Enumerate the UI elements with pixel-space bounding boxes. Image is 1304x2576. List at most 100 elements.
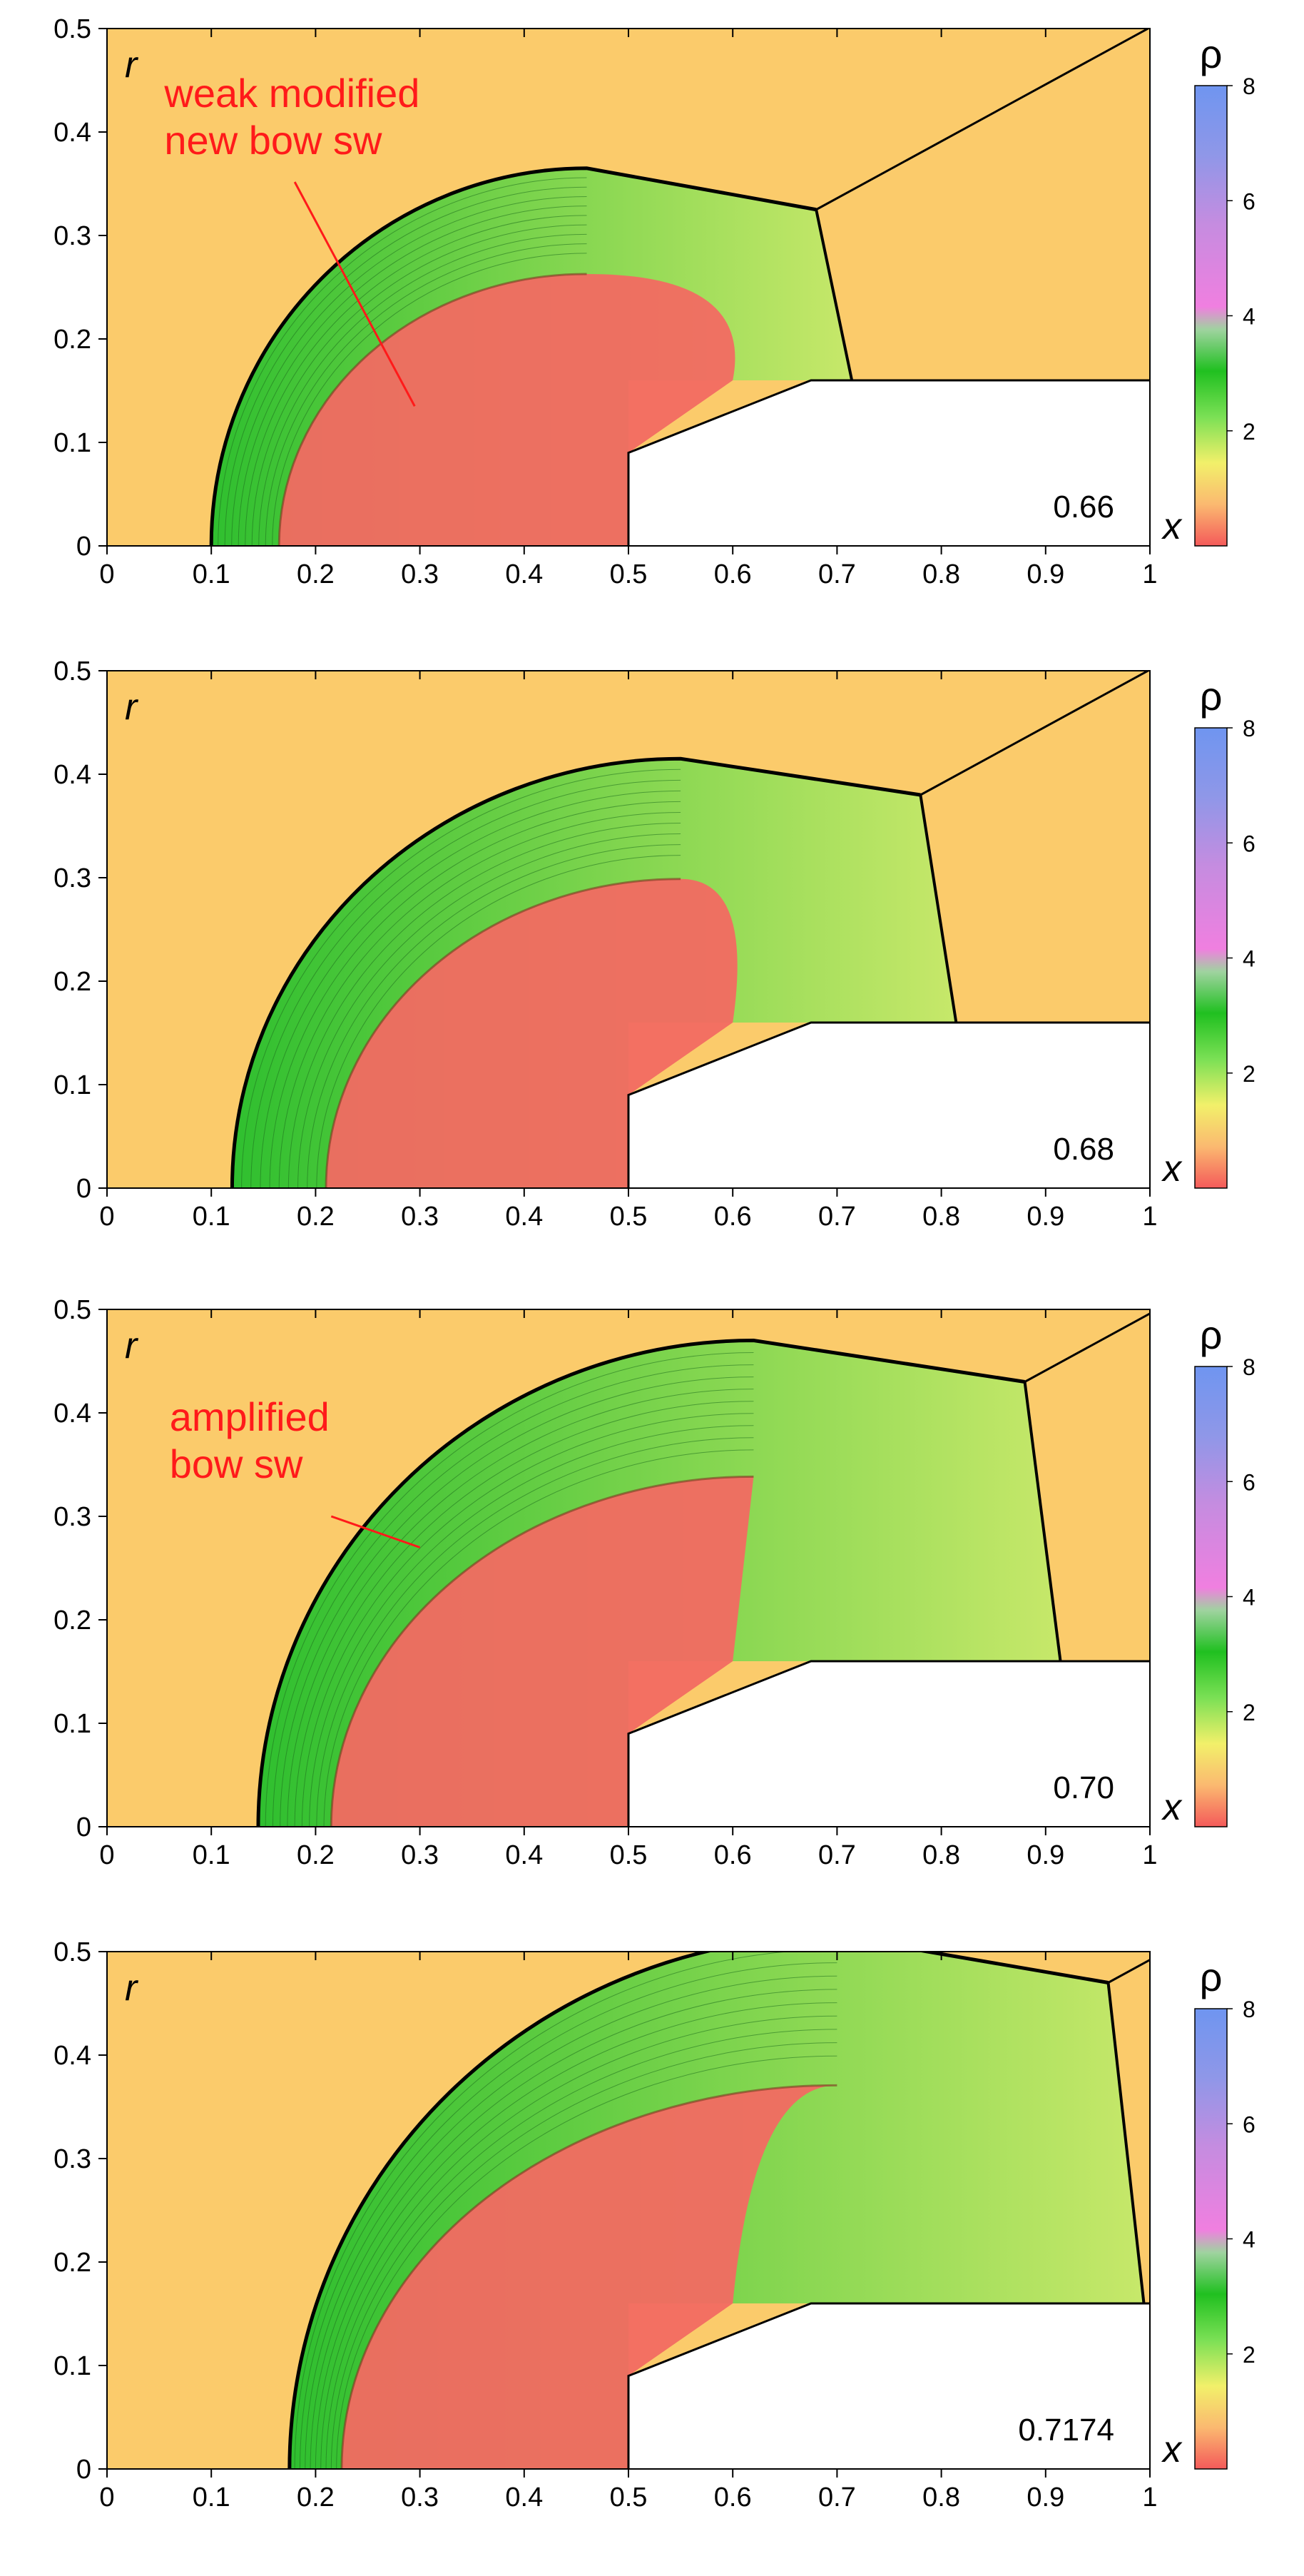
contour-line — [309, 1425, 754, 1827]
colorbar-tick-label: 6 — [1243, 2111, 1255, 2137]
reflected-shock — [919, 794, 958, 1023]
colorbar-tick-label: 8 — [1243, 1354, 1255, 1380]
contour-line — [323, 1449, 754, 1827]
body-shape — [628, 2303, 1150, 2469]
x-tick-label: 0.9 — [1027, 2483, 1064, 2512]
contact-surface — [277, 273, 587, 546]
colorbar — [1194, 727, 1228, 1189]
x-tick-label: 0.7 — [818, 1840, 856, 1870]
colorbar-tick-label: 2 — [1243, 2342, 1255, 2368]
x-tick-label: 0.1 — [193, 1202, 230, 1232]
chart-panel-1: 0 0.1 0.2 0.3 0.4 0.5 0.6 0.7 0.8 0.9 1 0 0.1 0.2 0.3 0… — [54, 14, 1255, 589]
colorbar-tick-label: 4 — [1243, 304, 1255, 330]
y-tick-label: 0.2 — [54, 1606, 91, 1636]
colorbar-label: ρ — [1200, 674, 1223, 719]
contour-line — [325, 2029, 837, 2469]
x-tick-label: 0.9 — [1027, 1840, 1064, 1870]
plot-area — [107, 671, 1150, 1188]
body-shape — [628, 1023, 1150, 1188]
x-tick-label: 0.3 — [401, 1202, 439, 1232]
contour-line — [241, 769, 681, 1188]
x-axis-label: x — [1161, 2429, 1183, 2470]
x-tick-label: 0.7 — [818, 559, 856, 589]
time-label: 0.68 — [1053, 1132, 1114, 1167]
y-tick-label: 0.4 — [54, 2041, 91, 2071]
annotation-text: bow sw — [170, 1441, 303, 1486]
x-tick-label: 0.5 — [610, 2483, 648, 2512]
plot-area — [107, 29, 1150, 546]
x-tick-label: 0 — [99, 1202, 114, 1232]
colorbar-tick-label: 2 — [1243, 1700, 1255, 1725]
y-tick-label: 0 — [76, 532, 91, 562]
x-tick-label: 1 — [1142, 1840, 1157, 1870]
body-outline — [627, 379, 1150, 546]
colorbar — [1194, 2008, 1228, 2470]
low-density-core — [331, 1476, 754, 1827]
x-tick-label: 0.8 — [922, 1202, 960, 1232]
y-axis-label: r — [125, 1325, 139, 1366]
bow-shock — [287, 1952, 1109, 2469]
x-tick-label: 0 — [99, 1840, 114, 1870]
colorbar — [1194, 85, 1228, 547]
x-tick-label: 0.7 — [818, 2483, 856, 2512]
colorbar-tick-label: 4 — [1243, 946, 1255, 972]
x-tick-label: 1 — [1142, 1202, 1157, 1232]
contour-line — [258, 233, 587, 546]
x-tick-label: 0.6 — [714, 1202, 752, 1232]
chart-panel-4: 0 0.1 0.2 0.3 0.4 0.5 0.6 0.7 0.8 0.9 1 0 0.1 0.2 0.3 0… — [54, 1937, 1255, 2512]
body-outline — [627, 1021, 1150, 1188]
contour-line — [245, 215, 587, 546]
contact-surface — [325, 878, 681, 1188]
bow-shock — [209, 166, 817, 546]
colorbar-tick-label: 2 — [1243, 419, 1255, 445]
contour-line — [316, 1437, 754, 1827]
body-shape — [628, 1661, 1150, 1827]
y-tick-label: 0.1 — [54, 428, 91, 458]
y-tick-label: 0.3 — [54, 863, 91, 893]
x-axis-label: x — [1161, 1148, 1183, 1190]
y-tick-label: 0 — [76, 1174, 91, 1204]
x-tick-label: 0.3 — [401, 2483, 439, 2512]
body-shape — [628, 380, 1150, 546]
annotation-text: weak modified — [163, 71, 419, 116]
x-tick-label: 0.2 — [297, 1840, 335, 1870]
x-tick-label: 0.7 — [818, 1202, 856, 1232]
y-tick-label: 0.1 — [54, 2351, 91, 2381]
colorbar-tick-label: 2 — [1243, 1061, 1255, 1087]
bow-shock — [256, 1338, 1025, 1827]
x-tick-label: 0 — [99, 2483, 114, 2512]
low-density-core — [279, 273, 735, 546]
plot-area — [107, 1952, 1150, 2469]
contour-line — [250, 779, 681, 1188]
x-tick-label: 0.3 — [401, 559, 439, 589]
x-tick-label: 0.4 — [505, 1840, 543, 1870]
contour-line — [297, 833, 681, 1188]
y-tick-label: 0.3 — [54, 221, 91, 251]
contour-line — [272, 1364, 754, 1827]
y-tick-label: 0.4 — [54, 1399, 91, 1429]
y-tick-label: 0.2 — [54, 967, 91, 997]
contour-line — [269, 801, 681, 1188]
contour-line — [224, 186, 587, 546]
contour-line — [251, 224, 587, 546]
body-outline — [627, 1660, 1150, 1827]
contour-line — [265, 1352, 754, 1827]
annotation-text: new bow sw — [164, 118, 382, 163]
y-tick-label: 0 — [76, 1812, 91, 1842]
x-tick-label: 0.2 — [297, 559, 335, 589]
contour-line — [278, 811, 681, 1188]
x-axis-label: x — [1161, 1787, 1183, 1828]
y-tick-label: 0.1 — [54, 1709, 91, 1739]
reflected-shock — [815, 209, 854, 381]
x-tick-label: 0.5 — [610, 1840, 648, 1870]
time-label: 0.66 — [1053, 490, 1114, 524]
plot-area — [107, 1309, 1150, 1827]
x-tick-label: 0.1 — [193, 2483, 230, 2512]
colorbar-label: ρ — [1200, 31, 1223, 76]
contour-line — [287, 823, 681, 1188]
contact-surface — [340, 2084, 837, 2469]
x-tick-label: 0.6 — [714, 2483, 752, 2512]
colorbar-tick-label: 6 — [1243, 188, 1255, 214]
annotation-leader — [293, 181, 416, 407]
